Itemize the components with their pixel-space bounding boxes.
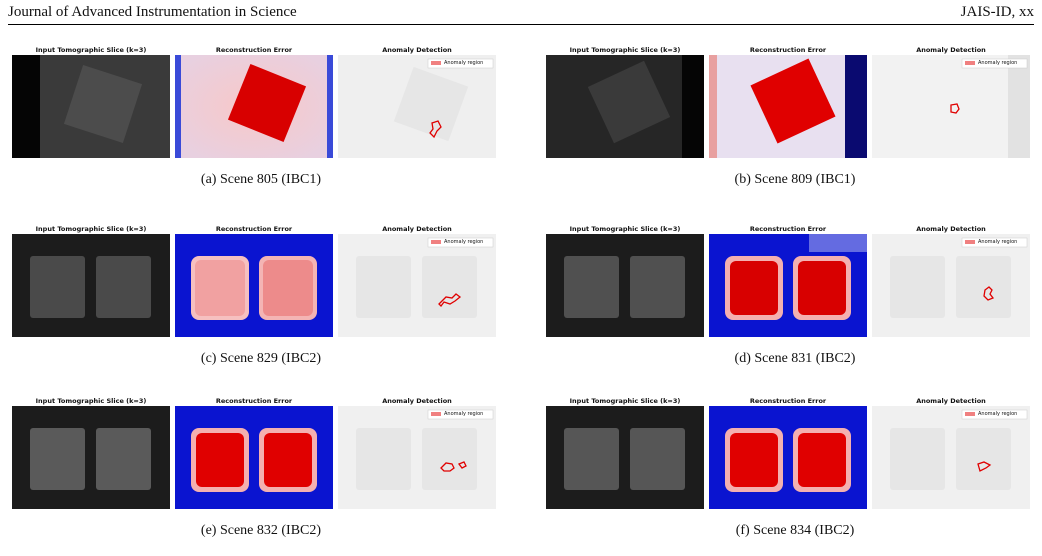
subfigure-caption: (c) Scene 829 (IBC2) xyxy=(200,351,322,366)
input-slice-image xyxy=(12,406,170,509)
subfigure-caption: (d) Scene 831 (IBC2) xyxy=(734,351,856,366)
reconstruction-error-map xyxy=(175,234,333,337)
anomaly-detection-map: Anomaly region xyxy=(872,234,1030,337)
anomaly-detection-panel: Anomaly Detection Anomaly region xyxy=(338,224,496,337)
anomaly-detection-panel: Anomaly Detection Anomaly region xyxy=(872,45,1030,158)
legend-label: Anomaly region xyxy=(444,411,484,417)
input-slice-panel: Input Tomographic Slice (k=3) xyxy=(546,224,704,337)
panel-title: Input Tomographic Slice (k=3) xyxy=(35,46,147,54)
panel-title: Anomaly Detection xyxy=(916,397,986,405)
panel-title: Input Tomographic Slice (k=3) xyxy=(569,46,681,54)
input-slice-image xyxy=(546,55,704,158)
anomaly-detection-map: Anomaly region xyxy=(872,406,1030,509)
input-slice-panel: Input Tomographic Slice (k=3) xyxy=(546,396,704,509)
input-slice-panel: Input Tomographic Slice (k=3) xyxy=(12,45,170,158)
anomaly-detection-panel: Anomaly Detection Anomaly region xyxy=(338,45,496,158)
anomaly-detection-map: Anomaly region xyxy=(338,234,496,337)
subfigure-caption: (e) Scene 832 (IBC2) xyxy=(200,523,322,538)
anomaly-detection-panel: Anomaly Detection Anomaly region xyxy=(872,396,1030,509)
legend-label: Anomaly region xyxy=(444,239,484,245)
subfigure-e: Input Tomographic Slice (k=3) Reconstruc… xyxy=(12,396,510,556)
legend-label: Anomaly region xyxy=(978,60,1018,66)
panel-title: Input Tomographic Slice (k=3) xyxy=(35,397,147,405)
panel-title: Anomaly Detection xyxy=(382,397,452,405)
panel-title: Input Tomographic Slice (k=3) xyxy=(569,225,681,233)
anomaly-detection-panel: Anomaly Detection Anomaly region xyxy=(872,224,1030,337)
subfigure-caption: (a) Scene 805 (IBC1) xyxy=(200,172,322,187)
reconstruction-error-panel: Reconstruction Error xyxy=(709,396,867,509)
journal-title: Journal of Advanced Instrumentation in S… xyxy=(8,4,297,20)
panel-title: Anomaly Detection xyxy=(382,46,452,54)
reconstruction-error-panel: Reconstruction Error xyxy=(175,45,333,158)
input-slice-image xyxy=(12,55,170,158)
subfigure-c: Input Tomographic Slice (k=3) Reconstruc… xyxy=(12,224,510,384)
panel-title: Input Tomographic Slice (k=3) xyxy=(569,397,681,405)
input-slice-image xyxy=(546,406,704,509)
panel-title: Anomaly Detection xyxy=(382,225,452,233)
panel-title: Reconstruction Error xyxy=(215,46,293,54)
panel-title: Anomaly Detection xyxy=(916,225,986,233)
input-slice-panel: Input Tomographic Slice (k=3) xyxy=(12,396,170,509)
subfigure-a: Input Tomographic Slice (k=3) Reconstruc… xyxy=(12,45,510,205)
anomaly-detection-panel: Anomaly Detection Anomaly region xyxy=(338,396,496,509)
subfigure-f: Input Tomographic Slice (k=3) Reconstruc… xyxy=(546,396,1042,556)
input-slice-panel: Input Tomographic Slice (k=3) xyxy=(12,224,170,337)
article-id: JAIS-ID, xx xyxy=(960,4,1034,20)
panel-title: Reconstruction Error xyxy=(215,397,293,405)
panel-title: Reconstruction Error xyxy=(749,225,827,233)
reconstruction-error-map xyxy=(709,55,867,158)
reconstruction-error-map xyxy=(175,55,333,158)
header-rule xyxy=(8,24,1034,25)
anomaly-detection-map: Anomaly region xyxy=(338,55,496,158)
reconstruction-error-panel: Reconstruction Error xyxy=(175,396,333,509)
reconstruction-error-map xyxy=(709,406,867,509)
reconstruction-error-panel: Reconstruction Error xyxy=(709,45,867,158)
panel-title: Anomaly Detection xyxy=(916,46,986,54)
panel-title: Reconstruction Error xyxy=(215,225,293,233)
reconstruction-error-panel: Reconstruction Error xyxy=(175,224,333,337)
reconstruction-error-panel: Reconstruction Error xyxy=(709,224,867,337)
legend-label: Anomaly region xyxy=(978,411,1018,417)
anomaly-detection-map: Anomaly region xyxy=(872,55,1030,158)
panel-title: Reconstruction Error xyxy=(749,46,827,54)
reconstruction-error-map xyxy=(175,406,333,509)
subfigure-caption: (f) Scene 834 (IBC2) xyxy=(735,523,855,538)
running-header: Journal of Advanced Instrumentation in S… xyxy=(8,4,1034,24)
legend-label: Anomaly region xyxy=(978,239,1018,245)
subfigure-caption: (b) Scene 809 (IBC1) xyxy=(734,172,856,187)
panel-title: Reconstruction Error xyxy=(749,397,827,405)
panel-title: Input Tomographic Slice (k=3) xyxy=(35,225,147,233)
input-slice-image xyxy=(12,234,170,337)
anomaly-detection-map: Anomaly region xyxy=(338,406,496,509)
input-slice-panel: Input Tomographic Slice (k=3) xyxy=(546,45,704,158)
reconstruction-error-map xyxy=(709,234,867,337)
legend-label: Anomaly region xyxy=(444,60,484,66)
subfigure-d: Input Tomographic Slice (k=3) Reconstruc… xyxy=(546,224,1042,384)
subfigure-b: Input Tomographic Slice (k=3) Reconstruc… xyxy=(546,45,1042,205)
input-slice-image xyxy=(546,234,704,337)
